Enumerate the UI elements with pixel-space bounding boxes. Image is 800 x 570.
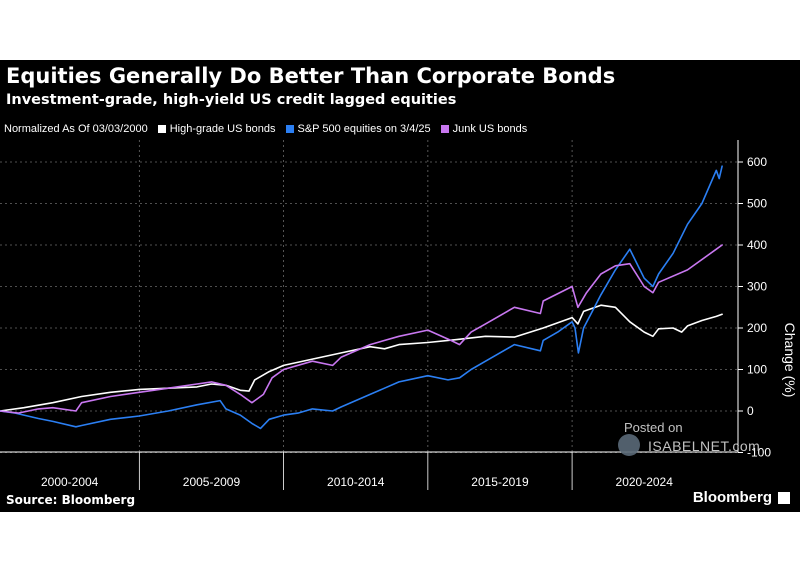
y-tick-label: 200 [747, 321, 767, 335]
legend-label-sp500: S&P 500 equities on 3/4/25 [297, 123, 431, 135]
y-tick-label: 300 [747, 280, 767, 294]
legend-note-text: Normalized As Of 03/03/2000 [4, 123, 148, 135]
grid [0, 140, 738, 453]
y-tick-label: -100 [747, 446, 771, 460]
isabelnet-logo-icon [618, 434, 640, 456]
bloomberg-mark-icon [778, 492, 790, 504]
legend-item-high-grade: High-grade US bonds [157, 123, 276, 135]
y-tick-label: 400 [747, 238, 767, 252]
series-line-0 [0, 304, 723, 412]
series-lines [0, 165, 723, 430]
legend-note: Normalized As Of 03/03/2000 [4, 123, 148, 135]
legend: Normalized As Of 03/03/2000 High-grade U… [4, 121, 537, 137]
source-note: Source: Bloomberg [6, 493, 136, 507]
x-tick-label: 2020-2024 [616, 475, 674, 489]
y-tick-label: 0 [747, 404, 754, 418]
legend-swatch-junk [440, 125, 449, 133]
x-tick-label: 2005-2009 [183, 475, 241, 489]
line-chart: 2000-2004 2005-2009 2010-2014 2015-2019 2020… [0, 140, 798, 490]
legend-item-junk: Junk US bonds [440, 123, 528, 135]
legend-swatch-sp500 [285, 125, 294, 133]
y-axis-label: Change (%) [782, 323, 798, 398]
x-tick-label: 2015-2019 [471, 475, 529, 489]
y-axis: 600 500 400 300 200 100 0 -100 [737, 140, 771, 460]
series-line-1 [0, 165, 723, 430]
x-tick-label: 2000-2004 [41, 475, 99, 489]
legend-label-high-grade: High-grade US bonds [169, 123, 276, 135]
legend-label-junk: Junk US bonds [452, 123, 528, 135]
brand-logo: Bloomberg [692, 489, 772, 506]
x-tick-label: 2010-2014 [327, 475, 385, 489]
x-axis: 2000-2004 2005-2009 2010-2014 2015-2019 2020… [0, 451, 738, 490]
chart-title: Equities Generally Do Better Than Corpor… [6, 64, 616, 88]
legend-swatch-high-grade [157, 125, 166, 133]
watermark-line2: ISABELNET.com [648, 438, 761, 454]
y-tick-label: 500 [747, 197, 767, 211]
y-tick-label: 100 [747, 363, 767, 377]
series-line-2 [0, 244, 723, 414]
legend-item-sp500: S&P 500 equities on 3/4/25 [285, 123, 431, 135]
y-tick-label: 600 [747, 155, 767, 169]
watermark-line1: Posted on [624, 420, 683, 435]
chart-subtitle: Investment-grade, high-yield US credit l… [6, 92, 457, 108]
chart-panel: Equities Generally Do Better Than Corpor… [0, 60, 800, 512]
